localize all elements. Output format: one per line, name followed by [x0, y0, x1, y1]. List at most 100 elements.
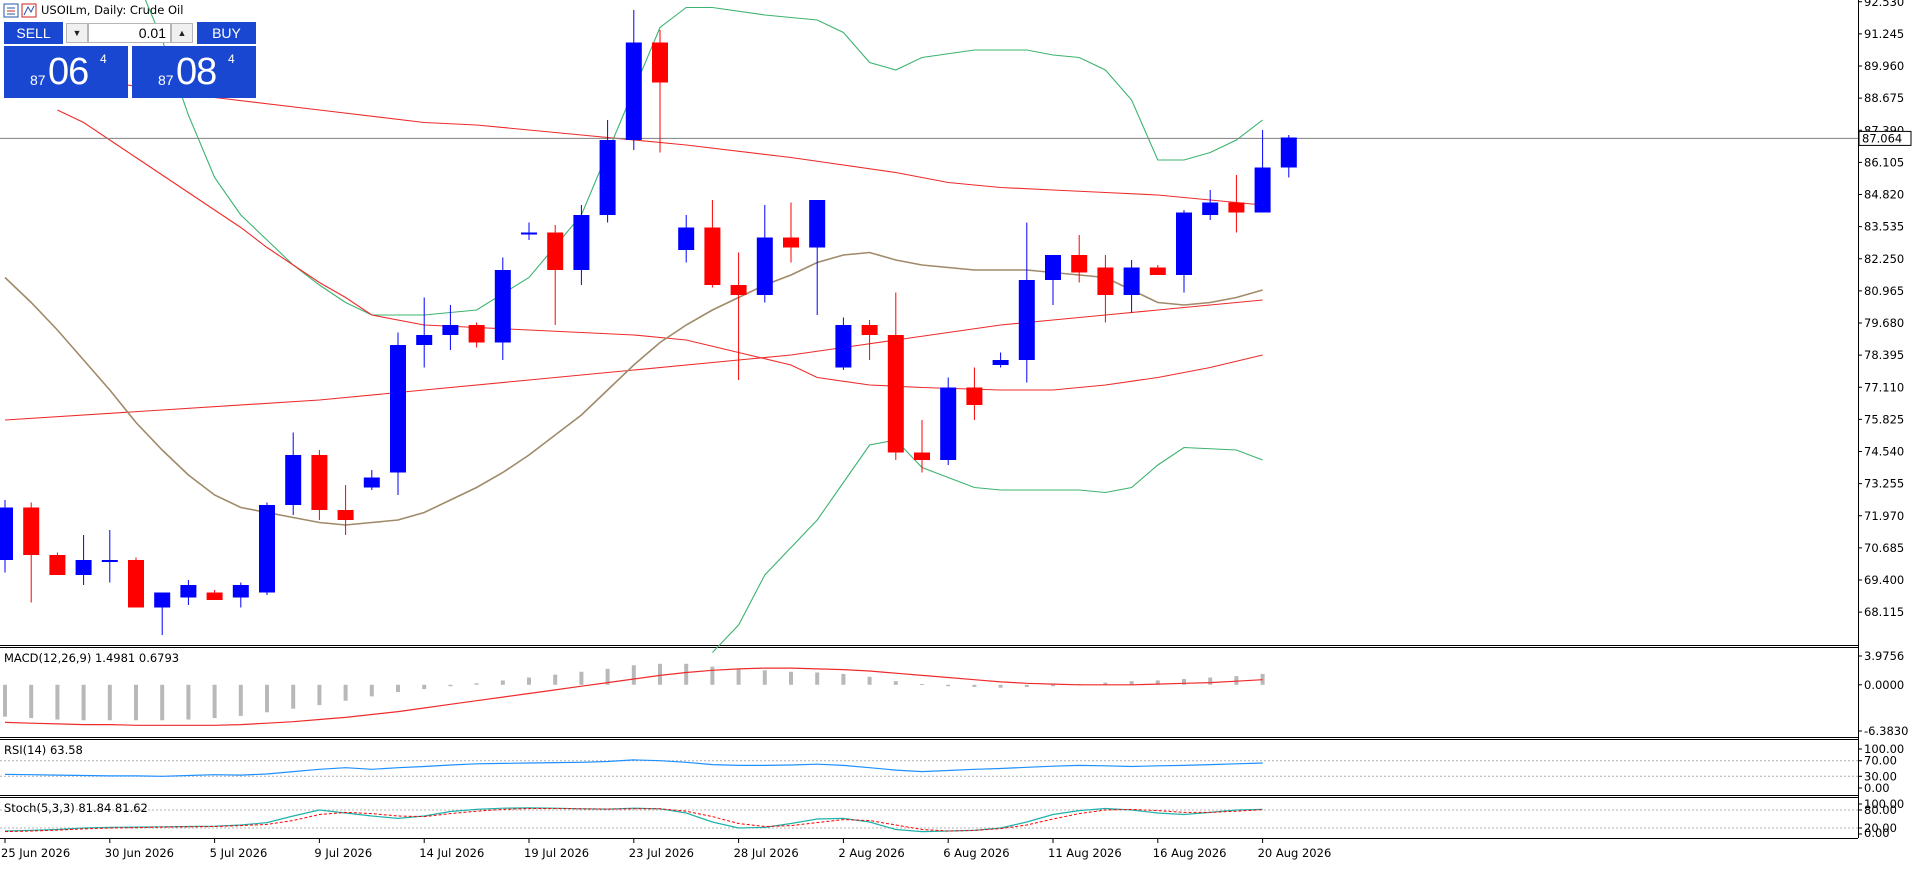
macd-bar [212, 684, 217, 719]
candle[interactable] [232, 582, 249, 608]
candle-body [1097, 267, 1114, 295]
candle-body [416, 335, 433, 345]
lot-decrease-button[interactable]: ▼ [66, 23, 88, 43]
candle[interactable] [992, 352, 1009, 368]
candle[interactable] [0, 500, 13, 573]
candle[interactable] [966, 367, 983, 421]
candle[interactable] [783, 202, 799, 263]
time-label: 23 Jul 2026 [629, 846, 694, 860]
candle[interactable] [1123, 260, 1140, 313]
macd-bar [265, 684, 269, 713]
candle[interactable] [180, 580, 197, 605]
macd-bar [946, 684, 951, 687]
candle[interactable] [678, 215, 695, 263]
chart-icon[interactable] [3, 3, 19, 18]
candle-body [1228, 202, 1245, 213]
macd-bar [1208, 677, 1213, 685]
candle[interactable] [914, 420, 930, 473]
candle[interactable] [1202, 190, 1219, 220]
candle[interactable] [101, 530, 118, 583]
time-axis: 25 Jun 2026 30 Jun 2026 5 Jul 2026 9 Jul 20… [1, 838, 1331, 860]
candle-body [887, 335, 904, 453]
candle[interactable] [494, 257, 511, 361]
candle[interactable] [887, 292, 904, 461]
panel-frames [0, 0, 1859, 839]
candle[interactable] [573, 205, 590, 285]
candle[interactable] [206, 590, 223, 600]
chart-title: USOILm, Daily: Crude Oil [41, 3, 183, 17]
candle[interactable] [547, 225, 564, 325]
candle[interactable] [1071, 235, 1088, 283]
sell-button[interactable]: SELL [4, 22, 63, 44]
candle-body [363, 477, 380, 488]
candle[interactable] [1045, 255, 1061, 305]
price-label: 89.960 [1864, 59, 1904, 73]
candle[interactable] [835, 317, 852, 371]
macd-bar [107, 684, 112, 721]
sell-price-button[interactable]: 87 06 4 [4, 46, 128, 98]
candle[interactable] [285, 432, 302, 516]
candle[interactable] [1254, 130, 1271, 213]
macd-bar [1024, 684, 1029, 687]
macd-bar [815, 672, 820, 685]
candle[interactable] [1097, 255, 1114, 323]
indicator-icon[interactable] [21, 3, 37, 18]
candle[interactable] [1176, 210, 1192, 293]
ma-red-slow-line [4, 69, 1263, 206]
candle[interactable] [1280, 135, 1297, 178]
candle[interactable] [154, 592, 171, 636]
candle[interactable] [468, 322, 485, 348]
axis-label: 0.00 [1864, 781, 1890, 795]
candle-body [1254, 167, 1271, 213]
price-label: 75.825 [1864, 412, 1904, 426]
candle[interactable] [1018, 222, 1035, 383]
candle[interactable] [416, 297, 433, 368]
axis-label: -6.3830 [1864, 724, 1908, 738]
buy-price-button[interactable]: 87 08 4 [132, 46, 256, 98]
candle[interactable] [521, 222, 537, 241]
candle[interactable] [625, 10, 642, 150]
candle[interactable] [259, 502, 275, 596]
candle[interactable] [128, 557, 144, 608]
candle[interactable] [363, 470, 380, 490]
macd-panel[interactable]: MACD(12,26,9) 1.4981 0.6793 3.9756 0.0000 -… [3, 649, 1908, 738]
price-chart[interactable] [0, 0, 1858, 653]
lot-size-input[interactable] [88, 23, 171, 43]
macd-signal-line [4, 667, 1263, 726]
candle[interactable] [311, 450, 328, 520]
candle[interactable] [49, 552, 66, 576]
candle-body [285, 455, 302, 505]
time-label: 9 Jul 2026 [314, 846, 372, 860]
candle[interactable] [652, 30, 668, 153]
time-label: 2 Aug 2026 [838, 846, 904, 860]
candle[interactable] [704, 200, 721, 288]
candle[interactable] [390, 332, 406, 496]
axis-label: 3.9756 [1864, 649, 1904, 663]
candle[interactable] [756, 205, 773, 303]
candle[interactable] [940, 377, 957, 466]
time-label: 30 Jun 2026 [105, 846, 174, 860]
candle[interactable] [442, 305, 459, 350]
candle[interactable] [75, 535, 92, 585]
macd-bar [448, 684, 453, 687]
macd-bar [81, 684, 86, 721]
candle[interactable] [861, 320, 878, 360]
lot-increase-button[interactable]: ▲ [171, 23, 193, 43]
candle-body [625, 42, 642, 140]
candle[interactable] [730, 252, 747, 381]
buy-button[interactable]: BUY [197, 22, 256, 44]
time-label: 19 Jul 2026 [524, 846, 589, 860]
candle[interactable] [1228, 175, 1245, 233]
macd-bar [527, 677, 531, 685]
price-label: 73.255 [1864, 477, 1904, 491]
candle[interactable] [599, 120, 616, 223]
macd-bar [369, 684, 374, 697]
candle[interactable] [337, 485, 354, 535]
candle-body [154, 592, 171, 608]
candle-body [23, 507, 40, 555]
candle[interactable] [809, 200, 826, 315]
candle[interactable] [23, 502, 40, 603]
candle[interactable] [1149, 265, 1166, 275]
